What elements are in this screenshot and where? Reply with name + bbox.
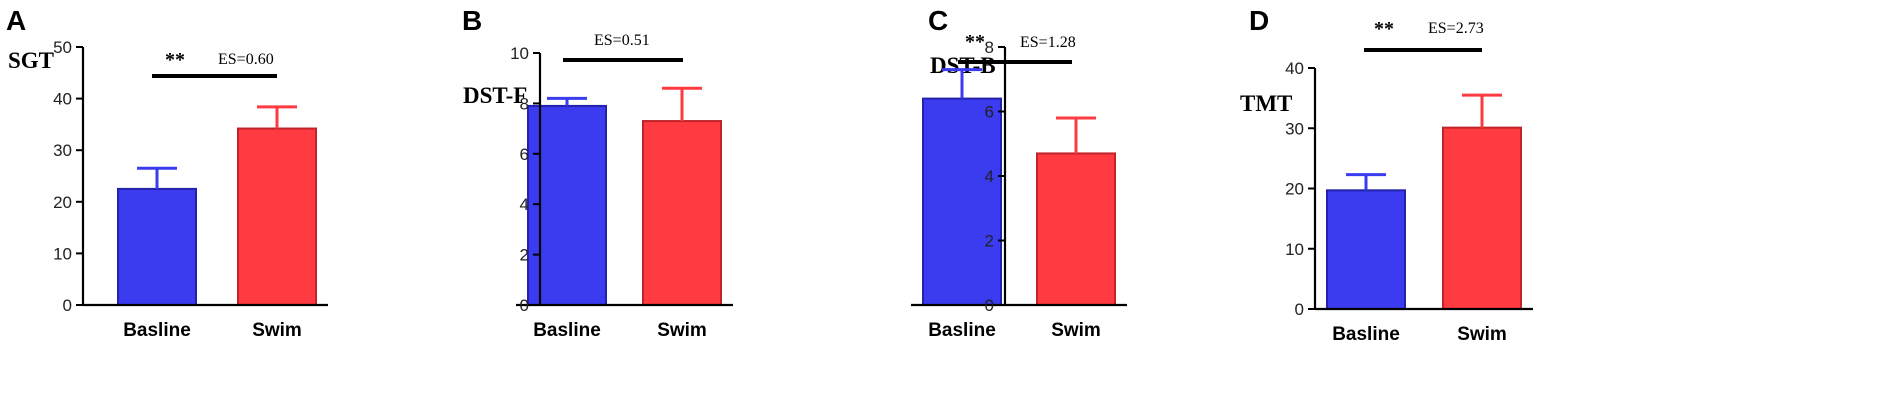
y-tick-label: 10 xyxy=(53,244,72,263)
y-tick-label: 30 xyxy=(53,141,72,160)
bar-swim xyxy=(1036,152,1116,306)
significance-stars: ** xyxy=(165,49,185,71)
bar-basline xyxy=(922,97,1002,306)
panel-letter: C xyxy=(928,5,948,36)
significance-stars: ** xyxy=(965,31,985,53)
chart-panel-a: A SGT Basline Swim 0 10 20 30 40 50 ** ES=0.60 xyxy=(6,5,328,341)
y-tick-label: 8 xyxy=(520,94,529,113)
x-tick-label: Swim xyxy=(1051,320,1101,341)
effect-size-label: ES=2.73 xyxy=(1428,20,1484,37)
y-axis-label: TMT xyxy=(1240,91,1292,116)
y-tick-label: 0 xyxy=(520,296,529,315)
significance-stars: ** xyxy=(1374,18,1394,40)
panel-letter: B xyxy=(462,5,482,36)
y-tick-label: 6 xyxy=(520,145,529,164)
bar-swim xyxy=(1442,126,1522,310)
y-tick-label: 50 xyxy=(53,38,72,57)
effect-size-label: ES=1.28 xyxy=(1020,34,1076,51)
y-tick-label: 10 xyxy=(510,44,529,63)
y-tick-label: 4 xyxy=(520,195,529,214)
y-tick-label: 0 xyxy=(1295,300,1304,319)
panel-letter: A xyxy=(6,5,26,36)
x-tick-label: Basline xyxy=(1332,324,1400,345)
y-tick-label: 2 xyxy=(520,246,529,265)
bar-swim xyxy=(642,120,722,307)
x-tick-label: Basline xyxy=(123,320,191,341)
y-axis-label: SGT xyxy=(8,48,54,73)
chart-panel-b: B DST-F Basline Swim 0 2 4 6 8 10 ES=0.51 xyxy=(462,5,733,341)
panel-letter: D xyxy=(1249,5,1269,36)
y-axis-label: DST-F xyxy=(463,83,527,108)
y-tick-label: 40 xyxy=(53,90,72,109)
bar-basline xyxy=(1326,189,1406,310)
y-tick-label: 4 xyxy=(985,167,994,186)
y-tick-label: 8 xyxy=(985,38,994,57)
chart-panel-d: D TMT Basline Swim 0 10 20 30 40 ** ES=2.73 xyxy=(1240,5,1533,345)
bar-basline xyxy=(117,187,197,306)
x-tick-label: Swim xyxy=(252,320,302,341)
x-tick-label: Swim xyxy=(1457,324,1507,345)
x-tick-label: Swim xyxy=(657,320,707,341)
y-tick-label: 10 xyxy=(1285,240,1304,259)
effect-size-label: ES=0.60 xyxy=(218,51,274,68)
y-tick-label: 40 xyxy=(1285,59,1304,78)
y-tick-label: 0 xyxy=(985,296,994,315)
y-tick-label: 2 xyxy=(985,232,994,251)
y-tick-label: 20 xyxy=(53,193,72,212)
y-tick-label: 20 xyxy=(1285,180,1304,199)
y-tick-label: 30 xyxy=(1285,119,1304,138)
x-tick-label: Basline xyxy=(533,320,601,341)
y-tick-label: 0 xyxy=(63,296,72,315)
y-tick-label: 6 xyxy=(985,103,994,122)
effect-size-label: ES=0.51 xyxy=(594,32,650,49)
x-tick-label: Basline xyxy=(928,320,996,341)
bar-swim xyxy=(237,127,317,306)
